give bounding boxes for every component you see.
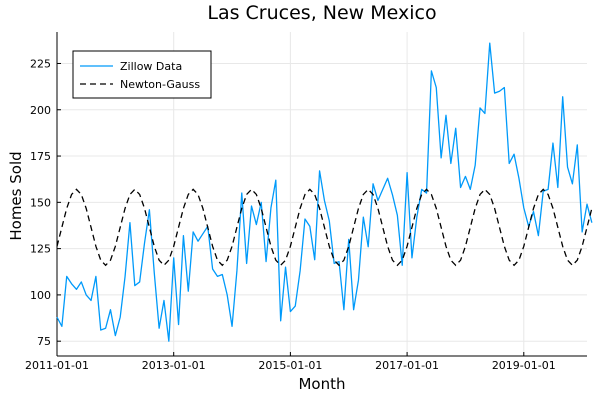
x-tick-label: 2013-01-01 xyxy=(142,359,206,372)
legend-label-newton-gauss: Newton-Gauss xyxy=(120,78,200,91)
chart-title: Las Cruces, New Mexico xyxy=(207,2,436,24)
legend: Zillow Data Newton-Gauss xyxy=(72,50,212,99)
series-line-newton-gauss xyxy=(56,188,593,267)
axes-frame xyxy=(56,32,587,357)
x-tick-label: 2019-01-01 xyxy=(492,359,556,372)
plot-area xyxy=(56,42,593,342)
legend-box xyxy=(72,50,212,99)
y-tick-label: 100 xyxy=(30,289,51,302)
y-tick-label: 75 xyxy=(37,335,51,348)
y-tick-label: 200 xyxy=(30,104,51,117)
x-axis-label: Month xyxy=(298,375,345,393)
x-tick-label: 2017-01-01 xyxy=(375,359,439,372)
x-tick-label: 2015-01-01 xyxy=(258,359,322,372)
x-tick-label: 2011-01-01 xyxy=(25,359,89,372)
y-tick-label: 150 xyxy=(30,196,51,209)
y-tick-label: 125 xyxy=(30,243,51,256)
legend-label-zillow: Zillow Data xyxy=(120,60,182,73)
y-tick-label: 175 xyxy=(30,150,51,163)
y-axis-label: Homes Sold xyxy=(7,151,25,240)
axis-ticks: 75 100 125 150 175 200 225 2011-01-01 2013-01-01… xyxy=(25,57,556,372)
series-line-zillow-data xyxy=(56,42,593,342)
y-tick-label: 225 xyxy=(30,57,51,70)
